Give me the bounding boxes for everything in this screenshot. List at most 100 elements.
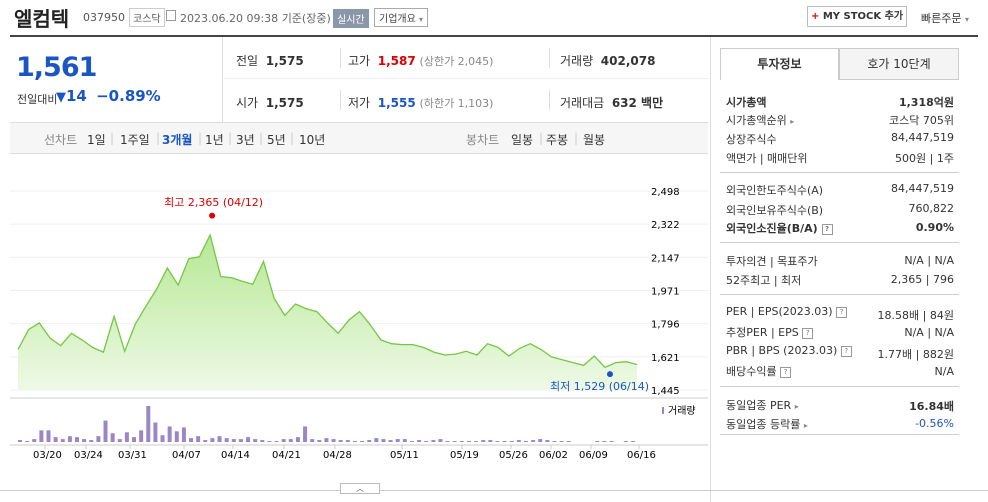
cap-rank[interactable]: 시가총액순위 ▸ bbox=[726, 112, 794, 128]
down-triangle-icon: ▼ bbox=[56, 90, 66, 105]
candle-monthly[interactable]: 월봉 bbox=[583, 133, 606, 147]
volume-bar bbox=[174, 431, 179, 442]
datetime-value: 2023.06.20 09:38 bbox=[180, 12, 279, 25]
volume-bar bbox=[75, 437, 80, 442]
volume-label: 거래량 bbox=[560, 54, 594, 68]
volume-bar bbox=[602, 441, 607, 442]
volume-bar bbox=[82, 439, 87, 442]
sector-change-value: -0.56% bbox=[915, 417, 954, 430]
help-icon[interactable]: ? bbox=[840, 345, 852, 357]
price-chart[interactable]: 2,498 2,322 2,147 1,971 1,796 1,621 1,445 최고 2… bbox=[10, 168, 708, 468]
company-info-dropdown[interactable]: 기업개요 ▾ bbox=[374, 8, 429, 27]
volume-bar bbox=[196, 436, 201, 442]
shares-label: 상장주식수 bbox=[726, 133, 777, 146]
volume-bar bbox=[25, 441, 30, 442]
section-divider bbox=[720, 172, 959, 173]
volume-legend: 거래량 bbox=[668, 405, 696, 417]
low-price: 저가 1,555 (하한가 1,103) bbox=[348, 94, 493, 111]
foreign-limit-value: 84,447,519 bbox=[891, 182, 954, 195]
volume-bar bbox=[295, 437, 300, 442]
est-per-eps: 추정PER | EPS ? bbox=[726, 324, 814, 340]
foreign-hold-label: 외국인보유주식수(B) bbox=[726, 204, 824, 217]
sector-per-label: 동일업종 PER bbox=[726, 399, 792, 412]
volume-bar bbox=[267, 441, 272, 442]
period-5y[interactable]: 5년 bbox=[267, 133, 286, 147]
tab-invest-info[interactable]: 투자정보 bbox=[720, 48, 839, 80]
volume-bar bbox=[502, 441, 507, 442]
y-tick-label: 1,445 bbox=[651, 386, 680, 397]
period-1w[interactable]: 1주일 bbox=[120, 133, 150, 147]
pbr-value: 1.77배 bbox=[877, 348, 913, 361]
volume-bar bbox=[224, 438, 229, 442]
volume-bar bbox=[167, 426, 172, 442]
volume-bar bbox=[288, 439, 293, 442]
volume-bar bbox=[566, 441, 571, 442]
volume-bar bbox=[210, 438, 215, 442]
est-label: 추정PER | EPS bbox=[726, 326, 799, 339]
sector-per[interactable]: 동일업종 PER ▸ bbox=[726, 397, 799, 413]
foreign-ratio: 외국인소진율(B/A) ? bbox=[726, 220, 833, 236]
volume-bar bbox=[146, 406, 151, 442]
volume-bar bbox=[402, 439, 407, 442]
volume-bar bbox=[338, 440, 343, 442]
volume-bar bbox=[67, 436, 72, 442]
volume-bar bbox=[39, 430, 44, 442]
low-label: 저가 bbox=[348, 96, 371, 110]
add-my-stock-button[interactable]: + MY STOCK 추가 bbox=[807, 6, 907, 27]
calendar-icon bbox=[166, 10, 176, 21]
volume-bar bbox=[474, 441, 479, 442]
period-10y[interactable]: 10년 bbox=[299, 133, 326, 147]
volume-bar bbox=[189, 438, 194, 442]
period-3y[interactable]: 3년 bbox=[236, 133, 255, 147]
volume-bar bbox=[417, 440, 422, 442]
plus-icon: + bbox=[810, 11, 820, 22]
market-cap-label: 시가총액 bbox=[726, 96, 767, 109]
volume-bar bbox=[281, 439, 286, 442]
w52-low: 796 bbox=[933, 273, 954, 286]
separator: | bbox=[198, 131, 203, 145]
dividend-value: N/A bbox=[934, 365, 954, 378]
candle-daily[interactable]: 일봉 bbox=[511, 133, 534, 147]
volume-bar bbox=[431, 440, 436, 442]
period-1d[interactable]: 1일 bbox=[87, 133, 106, 147]
open-price: 시가 1,575 bbox=[236, 94, 304, 111]
x-tick-label: 05/11 bbox=[390, 450, 419, 461]
volume-bar bbox=[523, 441, 528, 442]
realtime-badge[interactable]: 실시간 bbox=[333, 9, 369, 28]
volume-bar bbox=[203, 440, 208, 442]
x-tick-label: 04/28 bbox=[323, 450, 352, 461]
cap-rank-label: 시가총액순위 bbox=[726, 114, 787, 127]
help-icon[interactable]: ? bbox=[821, 223, 833, 235]
help-icon[interactable]: ? bbox=[780, 366, 792, 378]
y-tick-label: 2,147 bbox=[651, 253, 680, 264]
volume-bar bbox=[345, 440, 350, 442]
section-divider bbox=[720, 386, 959, 387]
dividend-label: 배당수익률 bbox=[726, 365, 777, 378]
x-tick-label: 04/21 bbox=[272, 450, 301, 461]
y-tick-label: 1,621 bbox=[651, 353, 680, 364]
help-icon[interactable]: ? bbox=[802, 327, 814, 339]
opinion: N/A bbox=[904, 254, 924, 267]
volume-bar bbox=[488, 440, 493, 442]
volume-bar bbox=[559, 441, 564, 442]
help-icon[interactable]: ? bbox=[836, 306, 848, 318]
divider bbox=[340, 90, 341, 110]
change-percent: −0.89% bbox=[96, 87, 161, 105]
prev-close-label: 전일 bbox=[236, 54, 259, 68]
separator: | bbox=[574, 131, 579, 145]
tab-orderbook[interactable]: 호가 10단계 bbox=[839, 48, 959, 80]
par-unit-value: 500원 | 1주 bbox=[895, 152, 954, 165]
quick-order-dropdown[interactable]: 빠른주문 ▾ bbox=[921, 10, 969, 26]
sector-change: 동일업종 등락률 ▸ bbox=[726, 416, 808, 432]
collapse-button[interactable]: ︿ bbox=[340, 483, 380, 494]
y-tick-label: 1,796 bbox=[651, 320, 680, 331]
volume-bar bbox=[438, 439, 443, 442]
volume-bar bbox=[96, 436, 101, 442]
volume-bar bbox=[89, 440, 94, 442]
volume-bar bbox=[117, 439, 122, 442]
section-divider bbox=[720, 242, 959, 243]
period-1y[interactable]: 1년 bbox=[205, 133, 224, 147]
period-3m[interactable]: 3개월 bbox=[162, 133, 193, 147]
candle-weekly[interactable]: 주봉 bbox=[546, 133, 569, 147]
volume-bar bbox=[231, 439, 236, 442]
